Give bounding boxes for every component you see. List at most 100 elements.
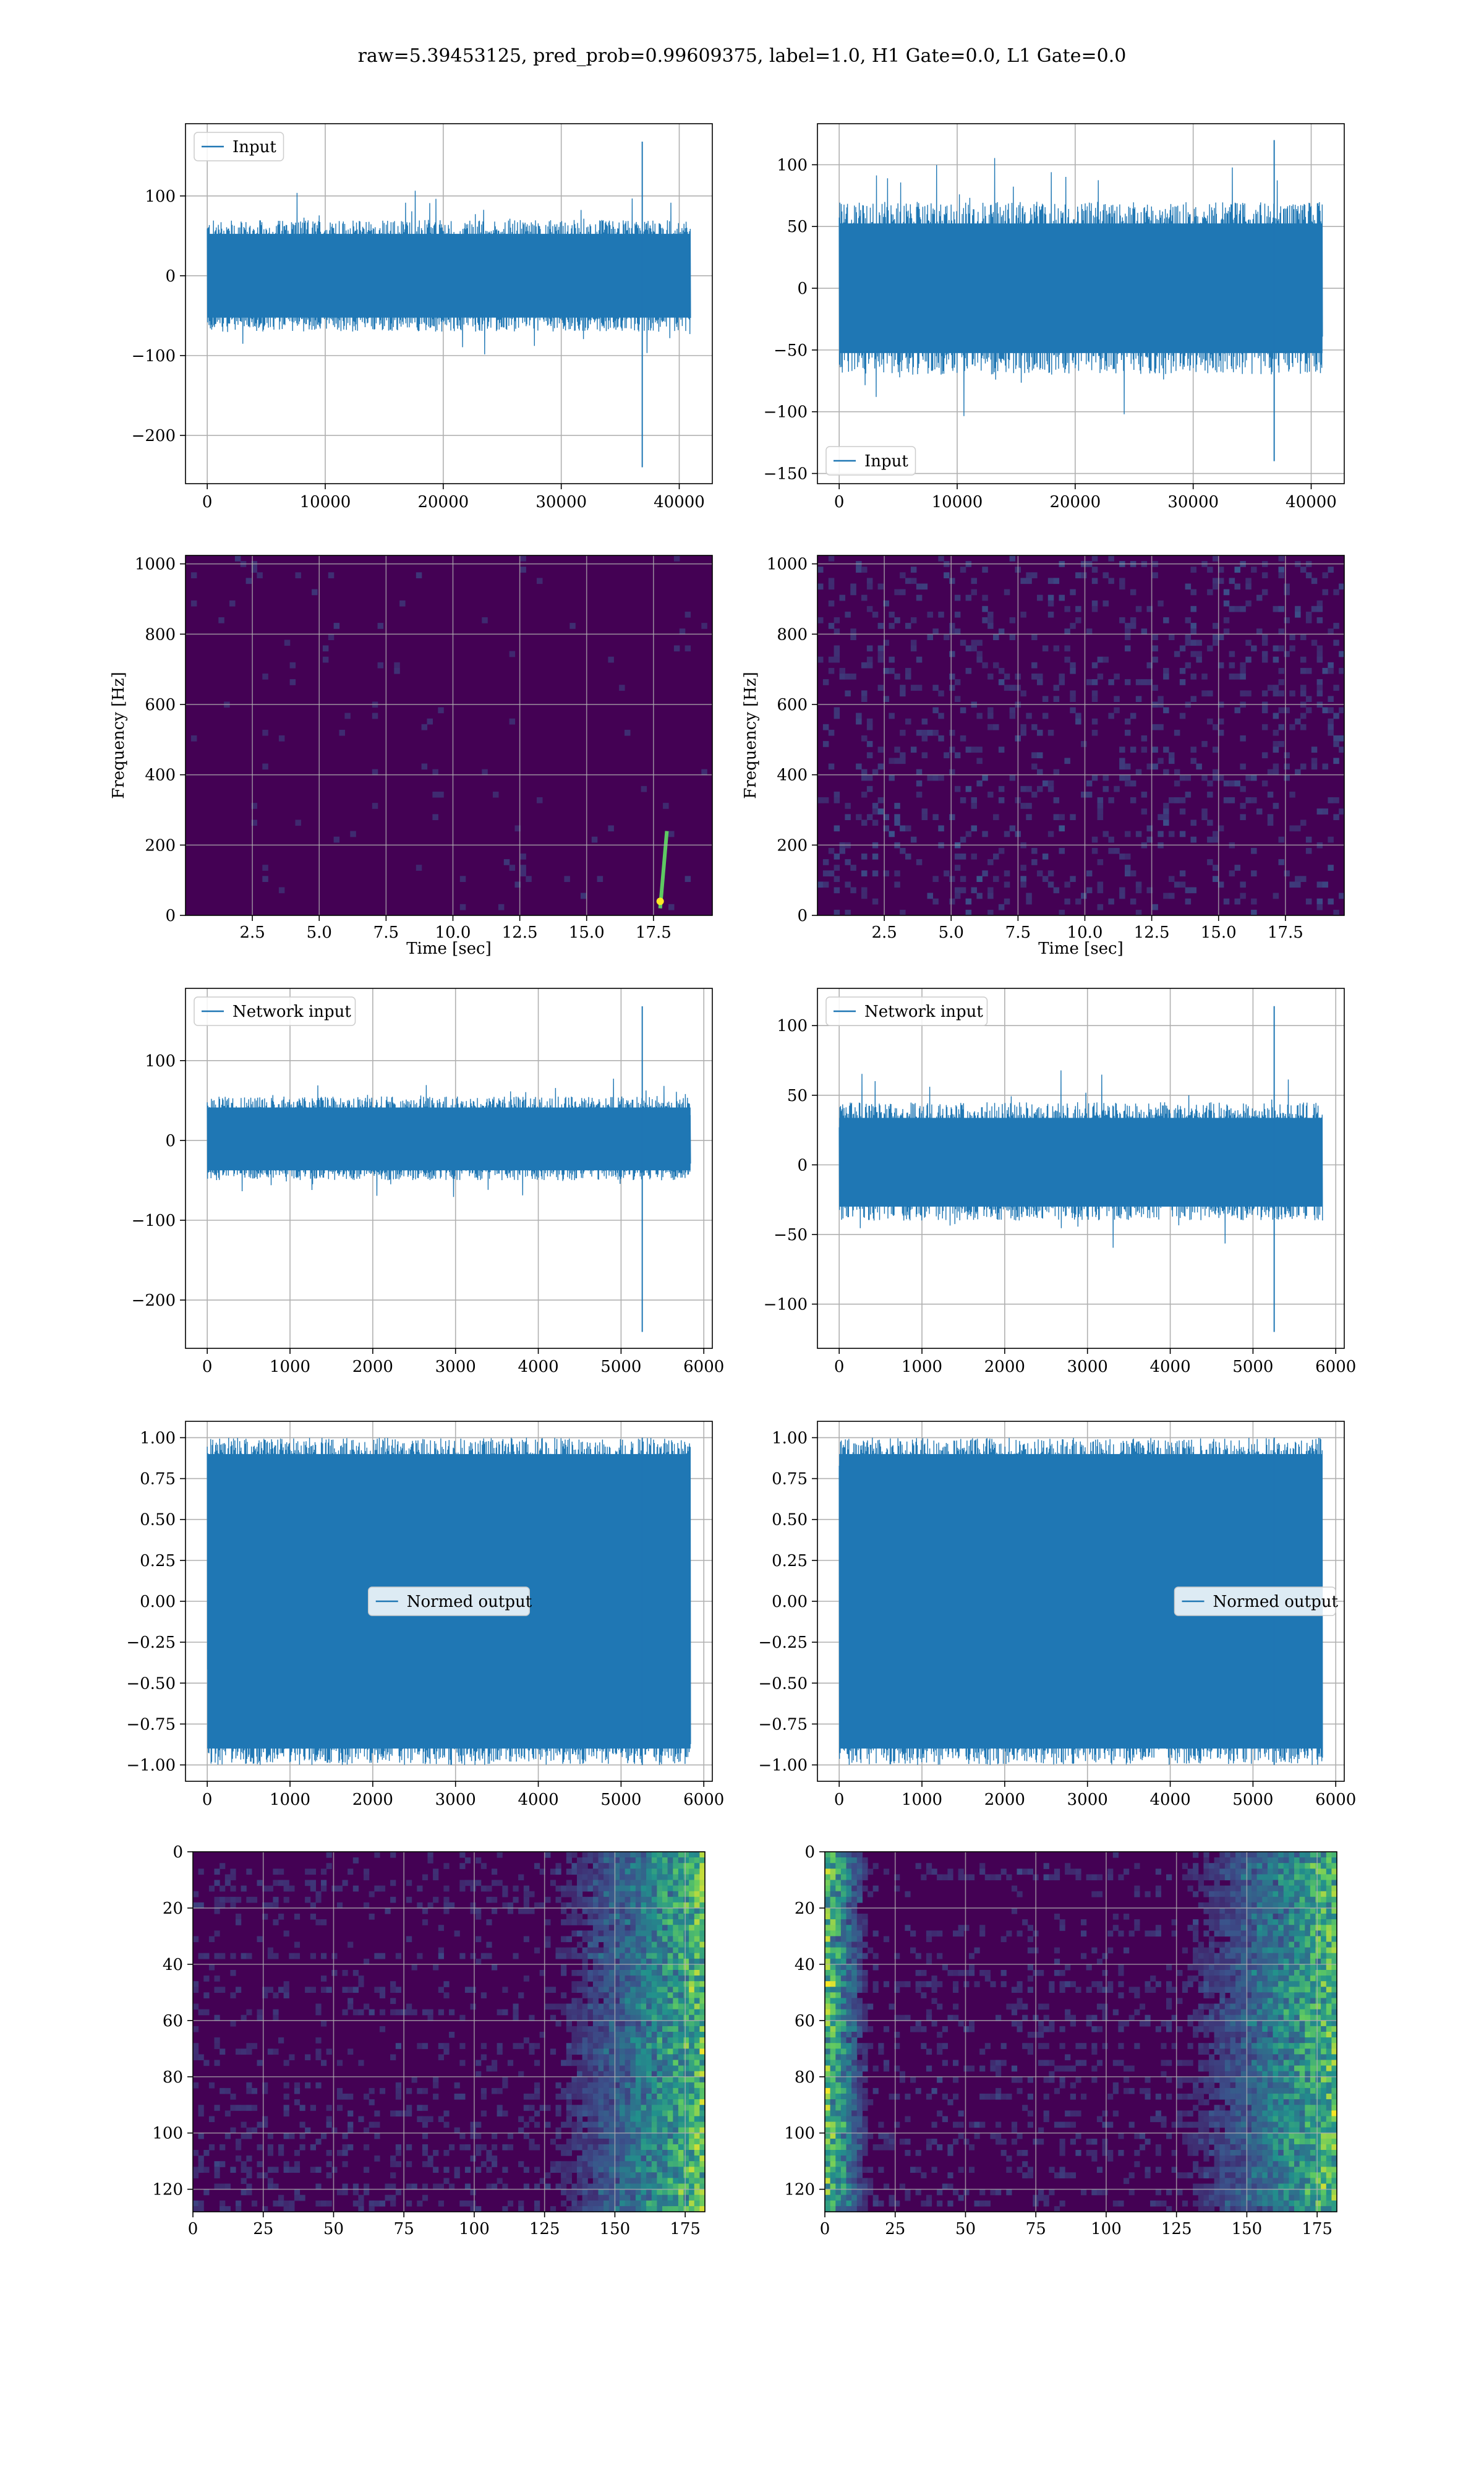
legend: Normed output (368, 1586, 532, 1616)
heatmap-cell (851, 1868, 858, 1875)
heatmap-cell (315, 2200, 322, 2207)
heatmap-cell (926, 1953, 932, 1959)
heatmap-cell (1245, 656, 1252, 663)
heatmap-cell (1017, 1891, 1023, 1898)
heatmap-cell (856, 1964, 863, 1971)
heatmap-cell (1328, 865, 1334, 871)
y-tick-label: 0.75 (140, 1470, 176, 1489)
heatmap-cell (1331, 1914, 1337, 1920)
heatmap-cell (673, 1880, 679, 1886)
heatmap-cell (960, 707, 966, 714)
heatmap-cell (927, 634, 933, 640)
heatmap-cell (673, 1936, 679, 1943)
heatmap-cell (198, 2167, 204, 2173)
heatmap-cell (1150, 1975, 1156, 1982)
heatmap-cell (699, 1925, 706, 1931)
heatmap-cell (944, 870, 950, 876)
heatmap-cell (427, 2155, 433, 2162)
heatmap-cell (630, 1863, 636, 1869)
heatmap-cell (1267, 1998, 1274, 2005)
heatmap-cell (971, 825, 977, 832)
heatmap-cell (1315, 1925, 1321, 1931)
heatmap-cell (932, 685, 939, 691)
heatmap-cell (582, 1981, 588, 1987)
heatmap-cell (1305, 1953, 1311, 1959)
heatmap-cell (630, 2060, 636, 2066)
heatmap-cell (1130, 617, 1136, 623)
heatmap-cell (976, 656, 983, 663)
heatmap-cell (364, 2189, 370, 2196)
heatmap-cell (1070, 662, 1076, 669)
heatmap-cell (657, 1970, 663, 1976)
heatmap-cell (1305, 1863, 1311, 1869)
heatmap-cell (1213, 583, 1219, 590)
heatmap-cell (646, 2206, 652, 2212)
heatmap-cell (872, 1964, 879, 1971)
heatmap-cell (592, 2009, 599, 2016)
heatmap-cell (668, 904, 675, 910)
heatmap-cell (1262, 1880, 1268, 1886)
heatmap-cell (1125, 780, 1131, 787)
heatmap-cell (577, 2138, 583, 2145)
heatmap-cell (1224, 1863, 1231, 1869)
heatmap-cell (294, 2087, 301, 2094)
heatmap-cell (949, 814, 955, 820)
heatmap-cell (1047, 831, 1054, 837)
heatmap-cell (862, 1919, 868, 1925)
heatmap-cell (635, 1958, 642, 1965)
heatmap-cell (1037, 785, 1043, 792)
heatmap-cell (635, 2133, 642, 2139)
heatmap-cell (482, 617, 488, 623)
heatmap-cell (1163, 814, 1169, 820)
heatmap-cell (1252, 1958, 1258, 1965)
heatmap-cell (608, 2161, 615, 2167)
heatmap-cell (683, 1874, 689, 1881)
heatmap-cell (1053, 814, 1060, 820)
heatmap-cell (846, 1981, 852, 1987)
heatmap-cell (1020, 690, 1026, 696)
heatmap-cell (571, 2048, 578, 2055)
heatmap-cell (651, 1896, 657, 1903)
heatmap-cell (1273, 747, 1279, 753)
heatmap-cell (1209, 1925, 1215, 1931)
heatmap-cell (598, 2116, 604, 2123)
heatmap-cell (872, 611, 879, 618)
heatmap-cell (587, 2060, 594, 2066)
heatmap-cell (1299, 1907, 1305, 1914)
heatmap-cell (1235, 1970, 1242, 1976)
heatmap-cell (592, 1868, 599, 1875)
heatmap-cell (635, 2026, 642, 2032)
heatmap-cell (475, 1880, 482, 1886)
heatmap-cell (1146, 836, 1153, 843)
heatmap-cell (657, 1947, 663, 1954)
heatmap-cell (657, 1925, 663, 1931)
heatmap-cell (840, 1880, 847, 1886)
heatmap-cell (635, 1936, 642, 1943)
heatmap-cell (1209, 1964, 1215, 1971)
heatmap-cell (1289, 2014, 1295, 2021)
heatmap-cell (614, 2014, 620, 2021)
heatmap-cell (577, 2026, 583, 2032)
heatmap-cell (1267, 1919, 1274, 1925)
heatmap-cell (1004, 831, 1010, 837)
heatmap-cell (861, 774, 868, 781)
x-tick-label: 4000 (1149, 1791, 1190, 1809)
heatmap-cell (830, 1896, 836, 1903)
heatmap-cell (1155, 1868, 1161, 1875)
heatmap-cell (625, 729, 631, 736)
heatmap-cell (262, 2121, 268, 2128)
heatmap-cell (1118, 1874, 1124, 1881)
heatmap-cell (851, 1981, 858, 1987)
heatmap-cell (662, 1857, 668, 1864)
heatmap-cell (603, 1930, 610, 1937)
heatmap-cell (1198, 1970, 1204, 1976)
heatmap-cell (979, 1970, 986, 1976)
heatmap-cell (592, 1880, 599, 1886)
heatmap-cell (673, 645, 680, 652)
heatmap-cell (657, 2060, 663, 2066)
heatmap-cell (620, 1891, 626, 1898)
heatmap-cell (861, 870, 868, 876)
heatmap-cell (1273, 763, 1279, 770)
heatmap-cell (1267, 820, 1274, 826)
heatmap-cell (1310, 1857, 1316, 1864)
